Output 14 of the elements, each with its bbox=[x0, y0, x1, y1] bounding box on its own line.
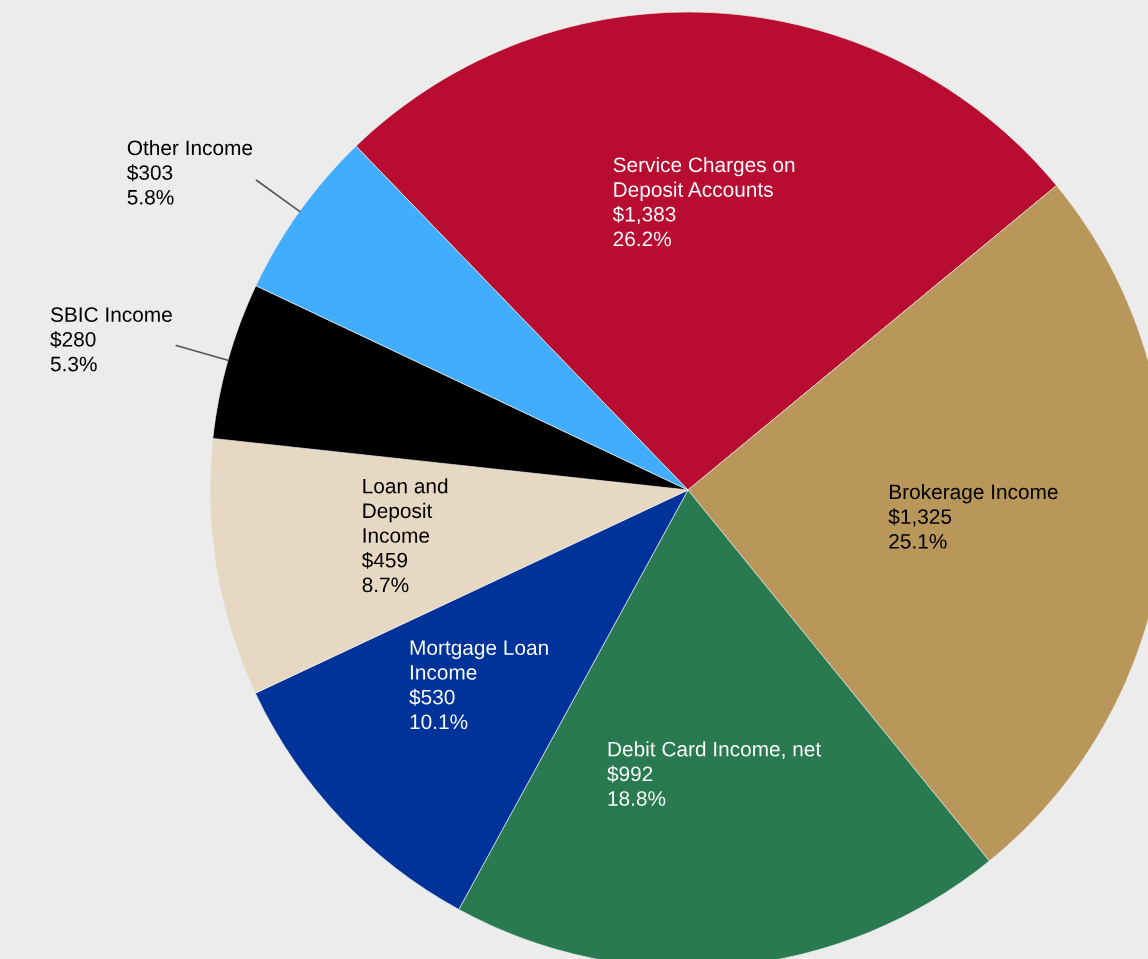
slice-label: Service Charges on Deposit Accounts bbox=[613, 156, 795, 202]
data-label: $1,325 25.1% bbox=[888, 508, 952, 549]
data-label: $459 8.7% bbox=[361, 551, 409, 593]
slice-label: Other Income bbox=[127, 139, 253, 156]
slice-label: Brokerage Income bbox=[889, 483, 1058, 504]
slice-label: SBIC Income bbox=[50, 307, 172, 322]
data-label: $992 18.8% bbox=[607, 765, 666, 806]
slice-label: Loan and Deposit Income bbox=[363, 478, 448, 543]
slice-label: Mortgage Loan Income bbox=[410, 640, 548, 680]
data-label: $280 5.3% bbox=[50, 331, 97, 372]
slice-label: Debit Card Income, net bbox=[608, 741, 822, 759]
data-label: $303 5.8% bbox=[127, 164, 174, 205]
data-label: $1,383 26.2% bbox=[612, 205, 676, 247]
data-label: $530 10.1% bbox=[409, 688, 468, 730]
